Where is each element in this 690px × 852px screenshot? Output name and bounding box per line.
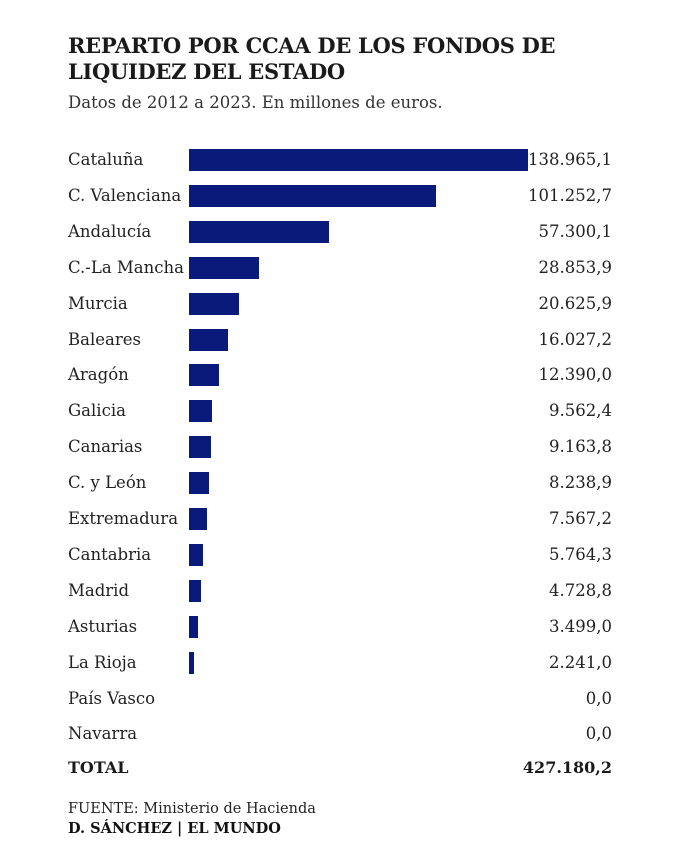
chart-row: Asturias 3.499,0 <box>0 609 690 645</box>
chart-row: Cataluña 138.965,1 <box>0 142 690 178</box>
total-label: TOTAL <box>68 758 129 777</box>
bar <box>189 615 198 638</box>
chart-row: Canarias 9.163,8 <box>0 429 690 465</box>
value-label: 57.300,1 <box>538 221 612 241</box>
value-label: 4.728,8 <box>549 580 612 600</box>
bar <box>189 328 229 351</box>
chart-row: Murcia 20.625,9 <box>0 286 690 322</box>
chart-row: C.-La Mancha 28.853,9 <box>0 250 690 286</box>
bar <box>189 400 213 423</box>
category-label: C. y León <box>68 473 147 493</box>
credit-line: D. SÁNCHEZ | EL MUNDO <box>68 820 281 837</box>
total-value: 427.180,2 <box>522 758 612 777</box>
chart-row: La Rioja 2.241,0 <box>0 645 690 681</box>
chart-row: Aragón 12.390,0 <box>0 357 690 393</box>
source-note: FUENTE: Ministerio de Hacienda <box>68 801 316 817</box>
chart-row: C. Valenciana 101.252,7 <box>0 178 690 214</box>
category-label: La Rioja <box>68 652 137 672</box>
value-label: 8.238,9 <box>549 473 612 493</box>
bar <box>189 292 240 315</box>
value-label: 16.027,2 <box>538 329 612 349</box>
bar <box>189 436 212 459</box>
value-label: 101.252,7 <box>528 185 612 205</box>
value-label: 0,0 <box>585 688 612 708</box>
chart-row: C. y León 8.238,9 <box>0 465 690 501</box>
bar <box>189 184 436 207</box>
bar <box>189 579 201 602</box>
bar <box>189 508 208 530</box>
category-label: Navarra <box>68 724 138 744</box>
category-label: Madrid <box>68 580 130 600</box>
total-row: TOTAL 427.180,2 <box>0 752 690 782</box>
category-label: Extremadura <box>68 509 179 528</box>
value-label: 20.625,9 <box>538 293 612 313</box>
bar <box>189 149 528 171</box>
value-label: 138.965,1 <box>528 150 612 169</box>
category-label: Asturias <box>68 616 138 636</box>
value-label: 12.390,0 <box>538 365 612 385</box>
chart-row: Extremadura 7.567,2 <box>0 501 690 537</box>
value-label: 28.853,9 <box>538 257 612 277</box>
chart-row: Cantabria 5.764,3 <box>0 537 690 573</box>
value-label: 3.499,0 <box>549 616 612 636</box>
chart-row: Navarra 0,0 <box>0 716 690 752</box>
value-label: 9.562,4 <box>549 401 612 421</box>
chart-row: Galicia 9.562,4 <box>0 393 690 429</box>
category-label: País Vasco <box>68 688 156 708</box>
value-label: 5.764,3 <box>549 544 612 564</box>
chart-row: Baleares 16.027,2 <box>0 322 690 358</box>
category-label: C.-La Mancha <box>68 257 184 277</box>
category-label: Baleares <box>68 329 141 349</box>
chart-title: REPARTO POR CCAA DE LOS FONDOS DE LIQUID… <box>68 33 556 84</box>
chart-subtitle: Datos de 2012 a 2023. En millones de eur… <box>68 93 443 112</box>
category-label: Murcia <box>68 293 128 313</box>
category-label: Andalucía <box>68 221 152 241</box>
category-label: Cataluña <box>68 150 144 169</box>
category-label: Galicia <box>68 401 126 421</box>
value-label: 7.567,2 <box>549 509 612 528</box>
category-label: C. Valenciana <box>68 185 182 205</box>
bar <box>189 364 220 387</box>
chart-row: Madrid 4.728,8 <box>0 573 690 609</box>
category-label: Cantabria <box>68 544 152 564</box>
category-label: Canarias <box>68 437 143 457</box>
bar <box>189 256 260 279</box>
bar <box>189 220 329 243</box>
chart-row: País Vasco 0,0 <box>0 681 690 717</box>
bar <box>189 543 204 566</box>
chart-row: Andalucía 57.300,1 <box>0 214 690 250</box>
bar <box>189 472 210 495</box>
category-label: Aragón <box>68 365 129 385</box>
value-label: 0,0 <box>585 724 612 744</box>
bar <box>189 651 195 674</box>
value-label: 2.241,0 <box>549 652 612 672</box>
value-label: 9.163,8 <box>549 437 612 457</box>
